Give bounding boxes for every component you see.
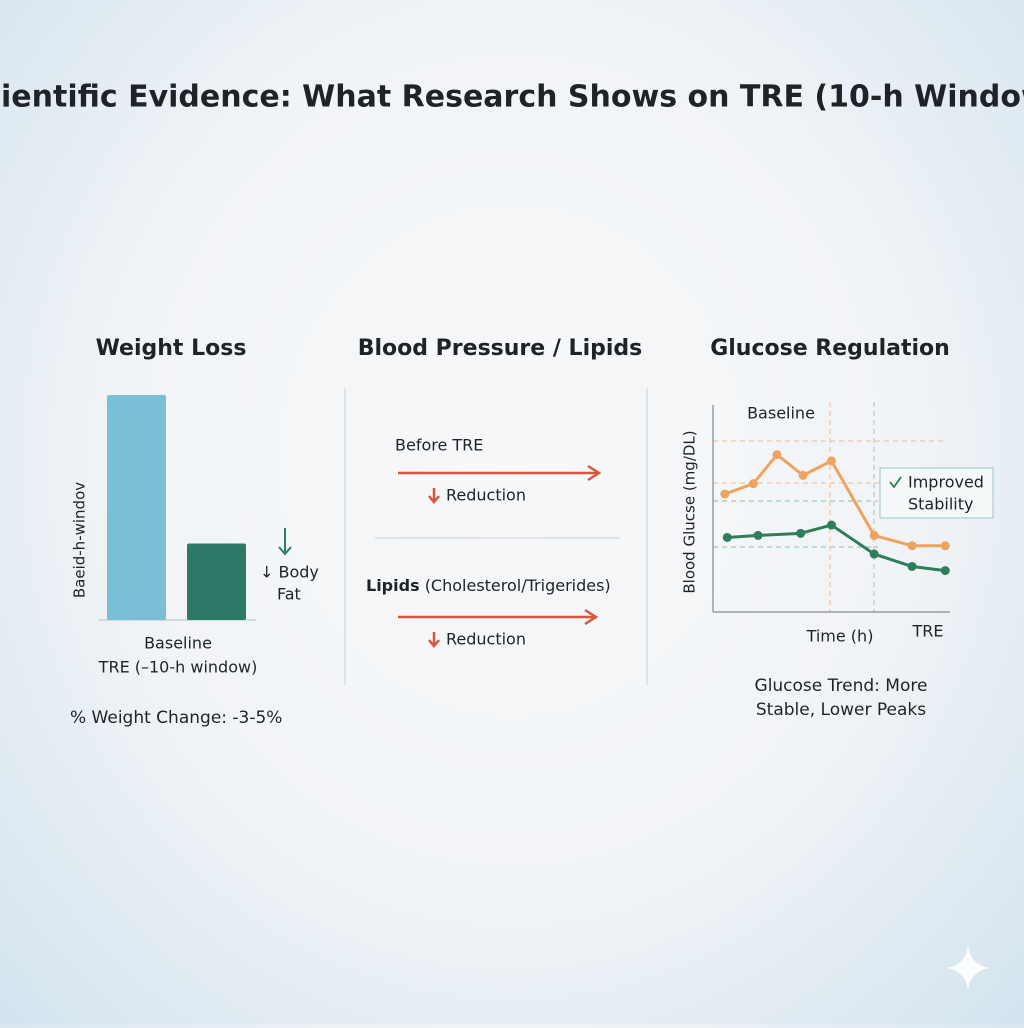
callout-box xyxy=(879,467,994,519)
item-label: Lipids (Cholesterol/Trigerides) xyxy=(366,576,611,595)
chart-title: Glucose Regulation xyxy=(710,336,950,361)
x-axis-label: TRE xyxy=(912,622,944,641)
item-note: Reduction xyxy=(446,486,526,505)
x-axis-label: Time (h) xyxy=(806,627,874,646)
bar xyxy=(107,395,166,620)
item-label-bold: Lipids xyxy=(366,576,420,595)
category-label: TRE (–10-h window) xyxy=(98,658,258,677)
item-label-rest: (Cholesterol/Trigerides) xyxy=(425,576,611,595)
point xyxy=(720,489,730,499)
point xyxy=(940,566,950,576)
series-line xyxy=(724,453,946,548)
callout: Improved xyxy=(908,473,984,492)
callout: Stability xyxy=(908,495,973,514)
item-label: Before TRE xyxy=(395,436,483,455)
panel-title: Blood Pressure / Lipids xyxy=(358,336,643,361)
point xyxy=(940,541,950,551)
item-note: Reduction xyxy=(446,630,526,649)
point xyxy=(907,541,917,551)
point xyxy=(827,456,836,466)
point xyxy=(772,450,782,460)
point xyxy=(748,479,758,489)
point xyxy=(722,532,732,542)
legend-label: Baseline xyxy=(747,404,815,423)
page-title: Scientific Evidence: What Research Shows… xyxy=(0,80,1024,115)
bar xyxy=(187,543,246,620)
y-axis-label: Baeid-h-windov xyxy=(71,482,89,598)
arrow xyxy=(398,464,602,648)
category-label: Baseline xyxy=(144,634,212,653)
chart-title: Weight Loss xyxy=(96,336,247,361)
point xyxy=(798,470,808,480)
footnote: Glucose Trend: More xyxy=(755,676,928,696)
point xyxy=(869,530,879,540)
point xyxy=(753,530,763,540)
point xyxy=(907,561,917,571)
annotation: ↓ Body xyxy=(260,563,319,582)
check-icon xyxy=(889,476,902,489)
sparkle-icon xyxy=(946,945,990,991)
footnote: Stable, Lower Peaks xyxy=(756,700,926,720)
point xyxy=(796,528,806,538)
y-axis-label: Blood Glucse (mg/DL) xyxy=(681,430,699,593)
point xyxy=(869,549,879,559)
annotation: Fat xyxy=(277,585,301,604)
icon xyxy=(278,528,292,556)
footnote: % Weight Change: -3-5% xyxy=(70,708,282,728)
point xyxy=(827,520,836,530)
